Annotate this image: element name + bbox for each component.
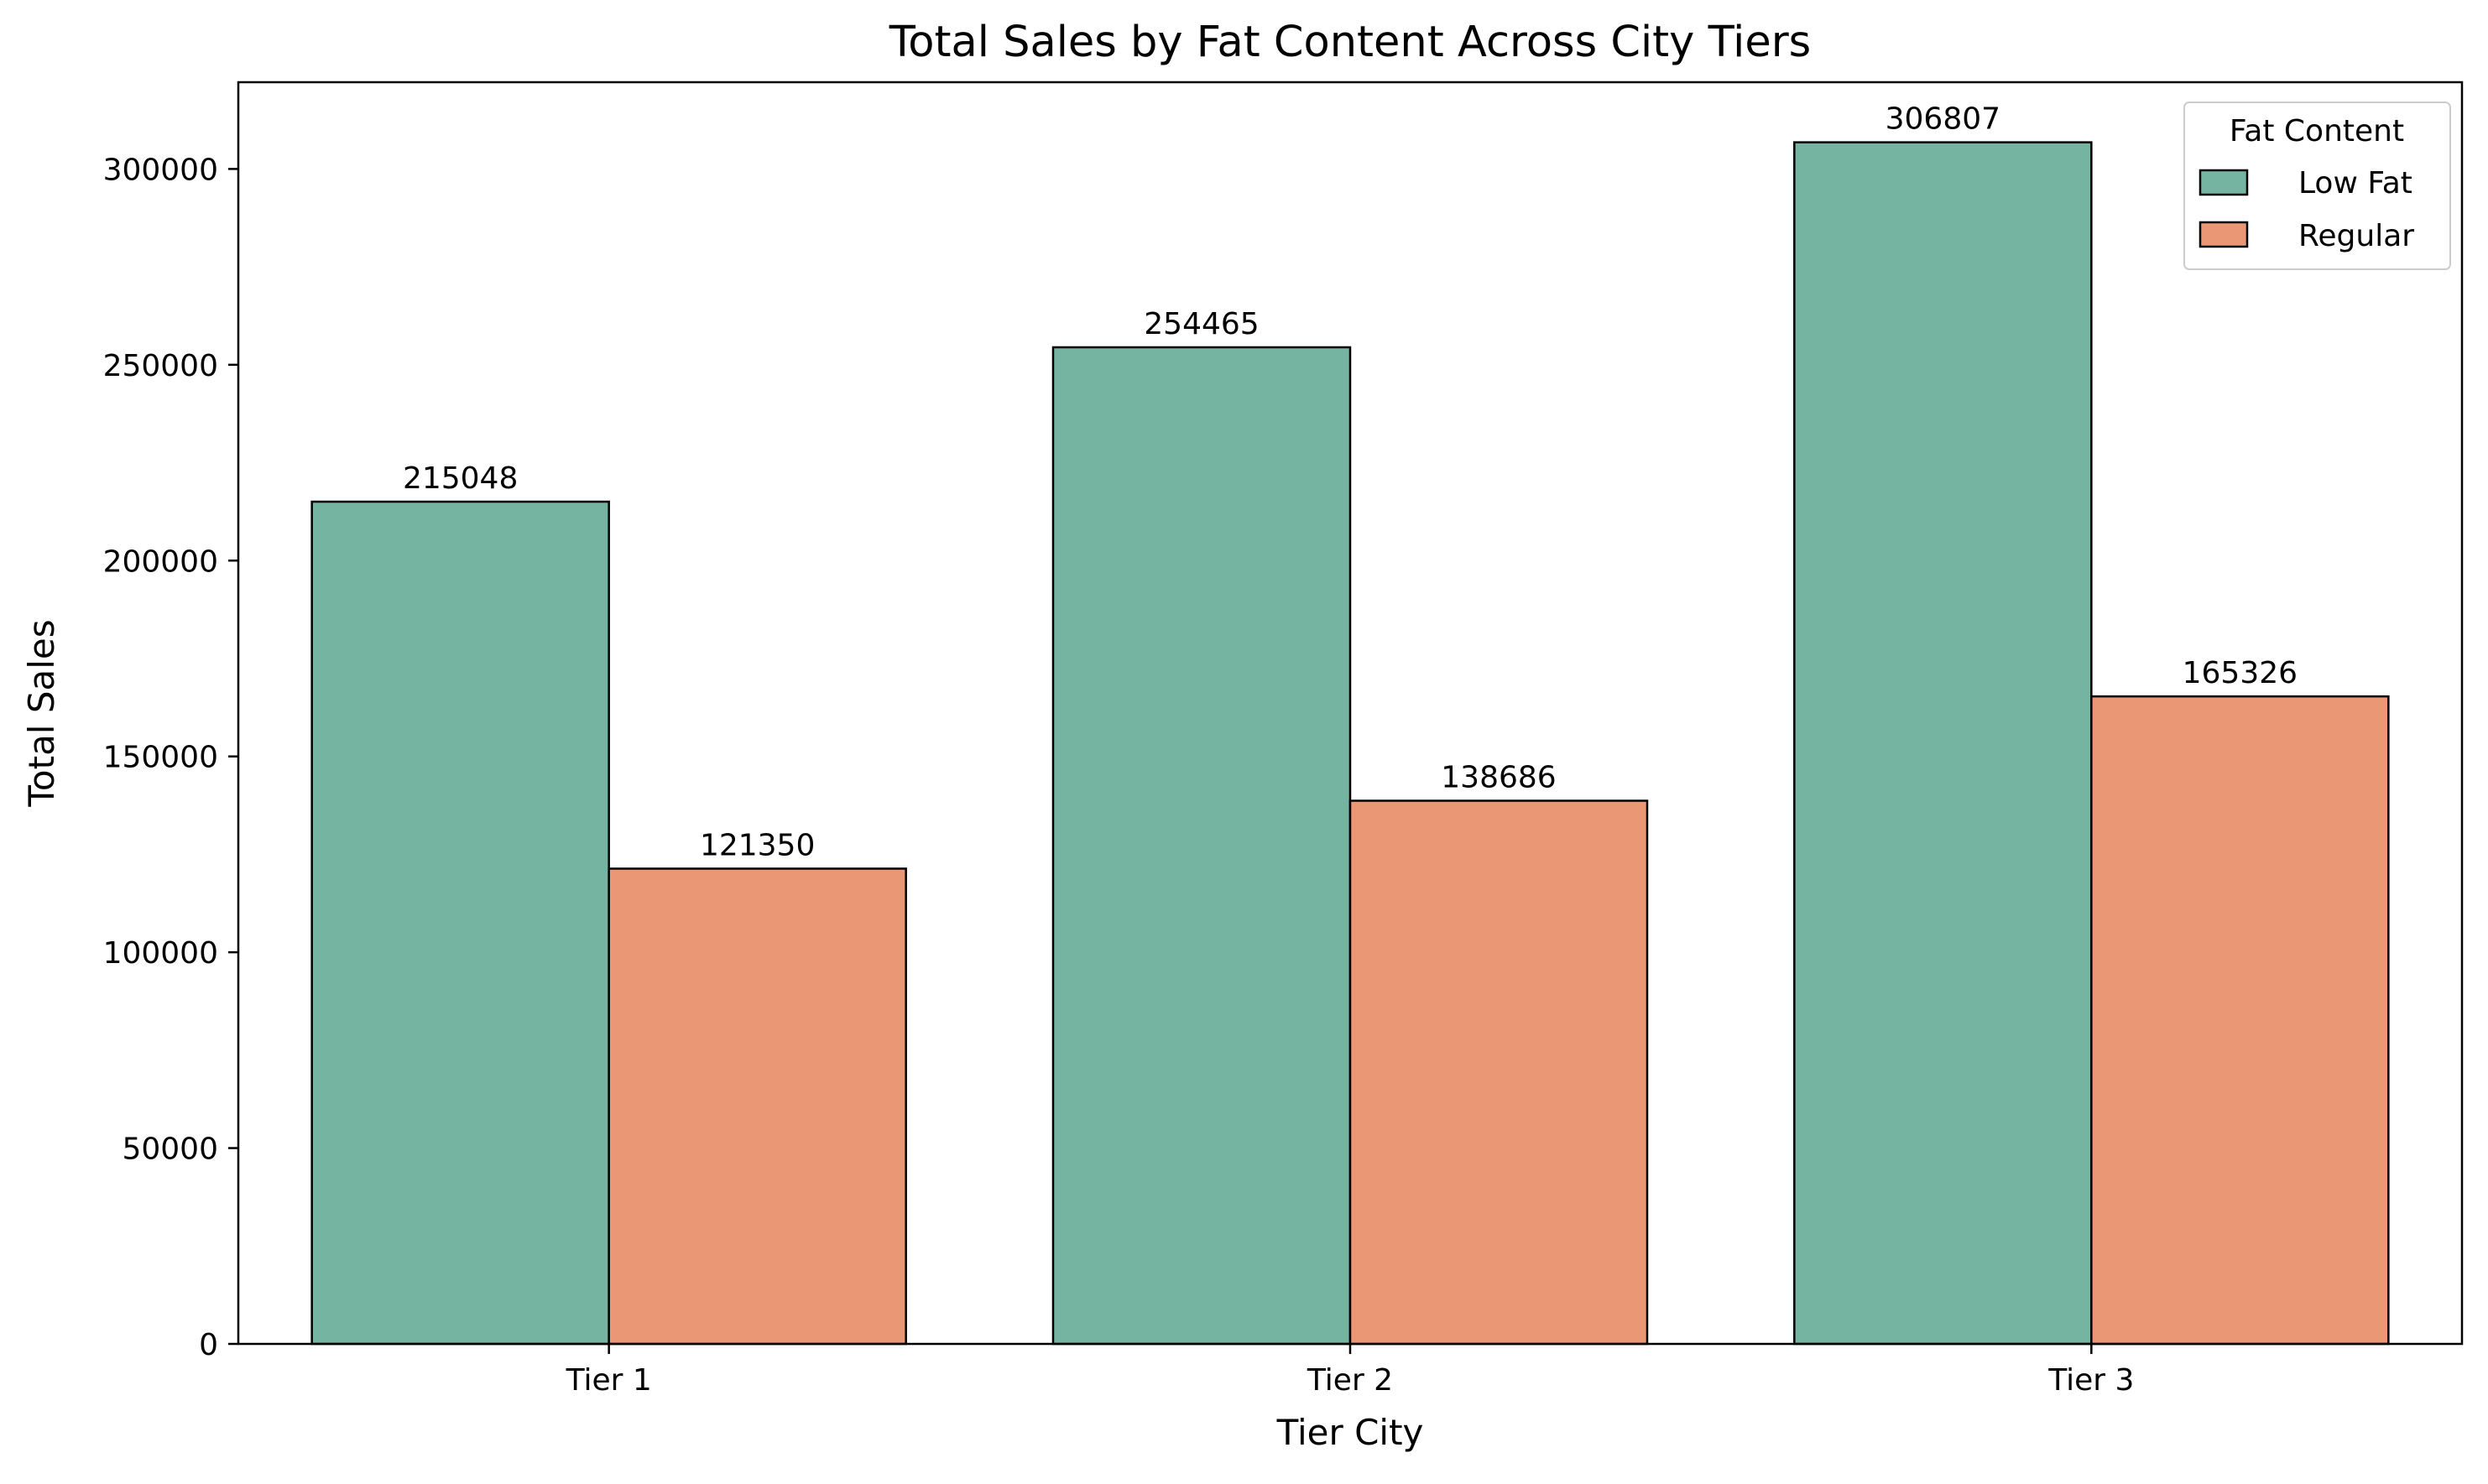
legend-frame xyxy=(2183,102,2451,270)
x-axis-label: Tier City xyxy=(1276,1412,1424,1453)
legend-label-low-fat: Low Fat xyxy=(2298,166,2412,200)
data-label-low-fat-tier-2: 254465 xyxy=(1144,307,1259,341)
data-label-regular-tier-1: 121350 xyxy=(700,828,815,862)
y-tick-label: 250000 xyxy=(103,349,218,383)
bar-low-fat-tier-2 xyxy=(1051,346,1352,1346)
bar-regular-tier-2 xyxy=(1348,799,1649,1346)
bar-low-fat-tier-3 xyxy=(1793,141,2093,1346)
y-tick-label: 150000 xyxy=(103,741,218,775)
y-axis-label: Total Sales xyxy=(21,619,62,807)
x-tick-label-tier-1: Tier 1 xyxy=(566,1363,652,1398)
legend-swatch-regular xyxy=(2199,221,2249,248)
data-label-regular-tier-3: 165326 xyxy=(2183,656,2298,690)
data-labels-layer: 215048 254465 306807 121350 138686 165326 xyxy=(403,102,2298,863)
legend-swatch-low-fat xyxy=(2199,169,2249,196)
y-tick-label: 100000 xyxy=(103,936,218,971)
y-tick-label: 200000 xyxy=(103,544,218,579)
bar-low-fat-tier-1 xyxy=(310,500,610,1346)
legend: Fat Content Low Fat Regular xyxy=(2183,102,2451,270)
x-tick-label-tier-3: Tier 3 xyxy=(2047,1363,2134,1398)
bars-layer xyxy=(310,141,2390,1346)
legend-title: Fat Content xyxy=(2230,114,2404,148)
y-tick-label: 300000 xyxy=(103,153,218,187)
y-tick-label: 0 xyxy=(199,1328,218,1362)
data-label-regular-tier-2: 138686 xyxy=(1441,761,1556,795)
x-tick-label-tier-2: Tier 2 xyxy=(1307,1363,1393,1398)
y-tick-label: 50000 xyxy=(122,1133,218,1167)
y-axis: 0 50000 100000 150000 200000 250000 300000 xyxy=(103,153,238,1362)
chart-title: Total Sales by Fat Content Across City T… xyxy=(889,18,1811,67)
data-label-low-fat-tier-1: 215048 xyxy=(403,461,518,496)
data-label-low-fat-tier-3: 306807 xyxy=(1886,102,2000,137)
legend-label-regular: Regular xyxy=(2298,219,2414,253)
x-axis: Tier 1 Tier 2 Tier 3 xyxy=(566,1344,2134,1398)
bar-regular-tier-3 xyxy=(2090,695,2390,1346)
bar-regular-tier-1 xyxy=(608,867,907,1346)
